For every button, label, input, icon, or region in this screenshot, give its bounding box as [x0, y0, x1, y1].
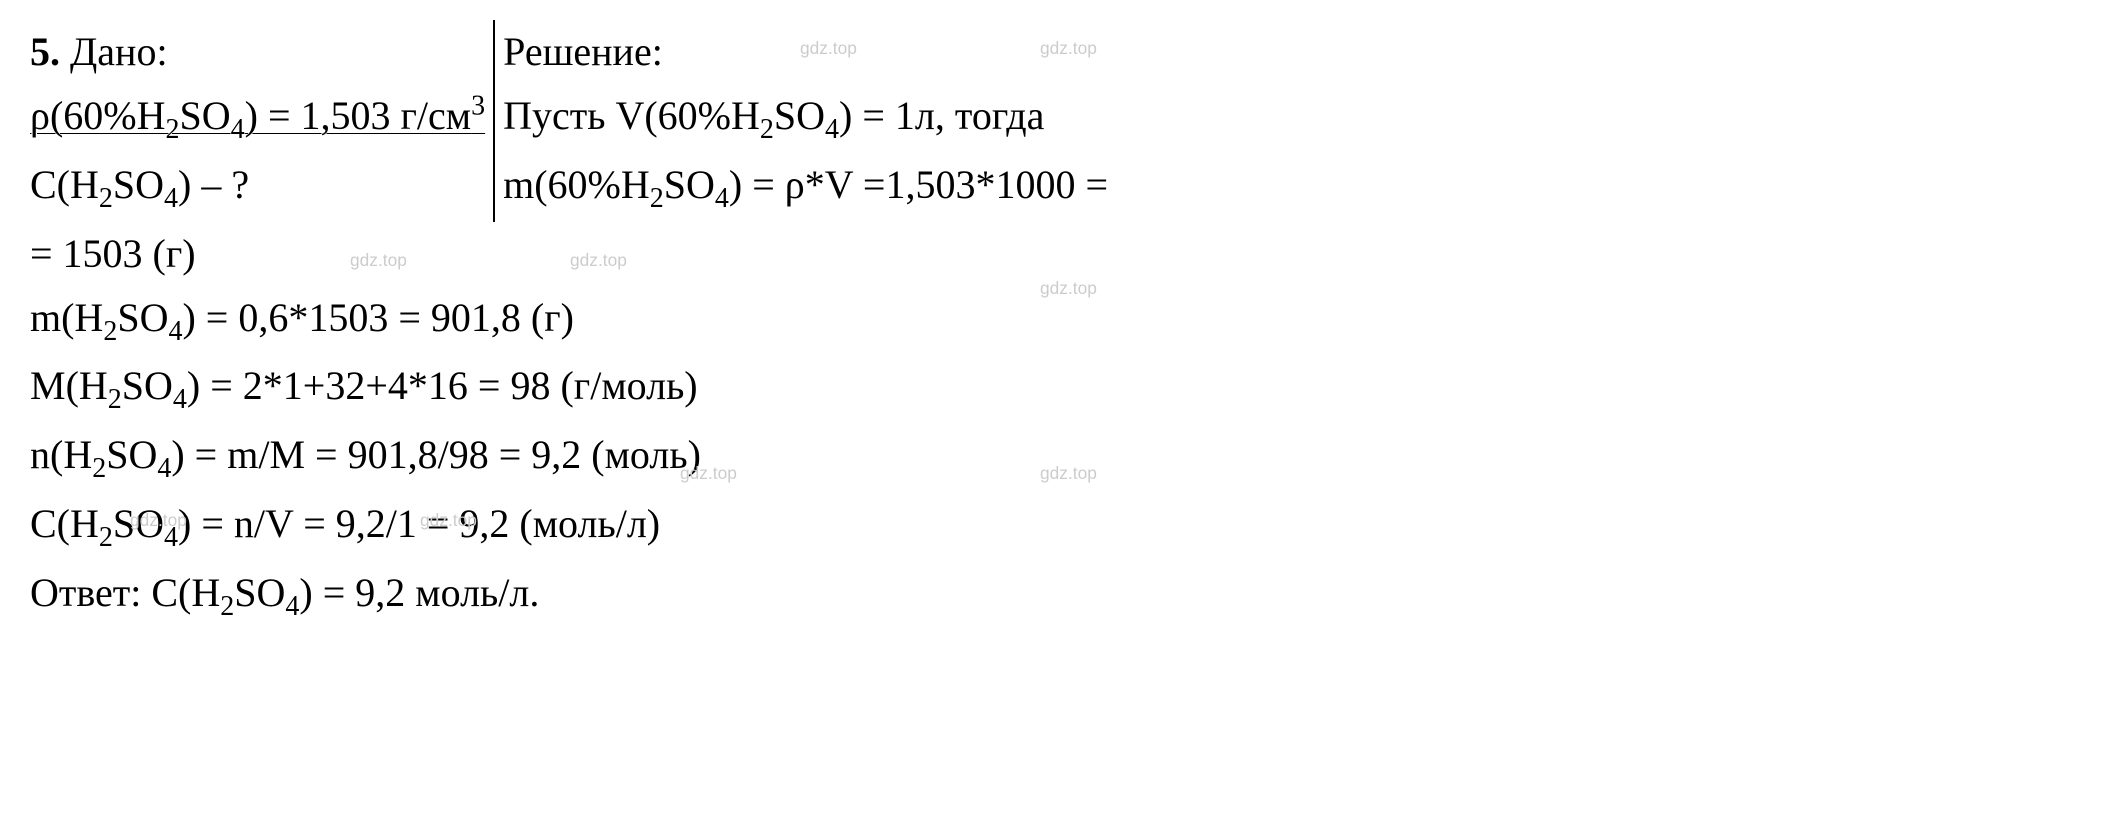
solution-column: Решение: Пусть V(60%H2SO4) = 1л, тогда m… [495, 20, 1108, 222]
solution-line-volume: Пусть V(60%H2SO4) = 1л, тогда [503, 84, 1108, 153]
answer-line: Ответ: С(H2SO4) = 9,2 моль/л. [30, 561, 2074, 630]
solution-label: Решение: [503, 20, 1108, 84]
body-section: = 1503 (г) m(H2SO4) = 0,6*1503 = 901,8 (… [30, 222, 2074, 630]
problem-number: 5. [30, 29, 60, 74]
answer-label: Ответ: [30, 570, 151, 615]
solution-line-mass: m(60%H2SO4) = ρ*V =1,503*1000 = [503, 153, 1108, 222]
body-line-mass-result: = 1503 (г) [30, 222, 2074, 286]
given-line-density: ρ(60%H2SO4) = 1,503 г/см3 [30, 84, 485, 153]
given-label: Дано: [70, 29, 168, 74]
find-line: С(H2SO4) – ? [30, 153, 485, 222]
document-content: 5. Дано: ρ(60%H2SO4) = 1,503 г/см3 С(H2S… [30, 20, 2074, 630]
body-line-mass-acid: m(H2SO4) = 0,6*1503 = 901,8 (г) [30, 286, 2074, 355]
body-line-molar-mass: M(H2SO4) = 2*1+32+4*16 = 98 (г/моль) [30, 354, 2074, 423]
given-header: 5. Дано: [30, 20, 485, 84]
given-column: 5. Дано: ρ(60%H2SO4) = 1,503 г/см3 С(H2S… [30, 20, 493, 222]
top-section: 5. Дано: ρ(60%H2SO4) = 1,503 г/см3 С(H2S… [30, 20, 2074, 222]
body-line-moles: n(H2SO4) = m/M = 901,8/98 = 9,2 (моль) [30, 423, 2074, 492]
body-line-concentration: С(H2SO4) = n/V = 9,2/1 = 9,2 (моль/л) [30, 492, 2074, 561]
